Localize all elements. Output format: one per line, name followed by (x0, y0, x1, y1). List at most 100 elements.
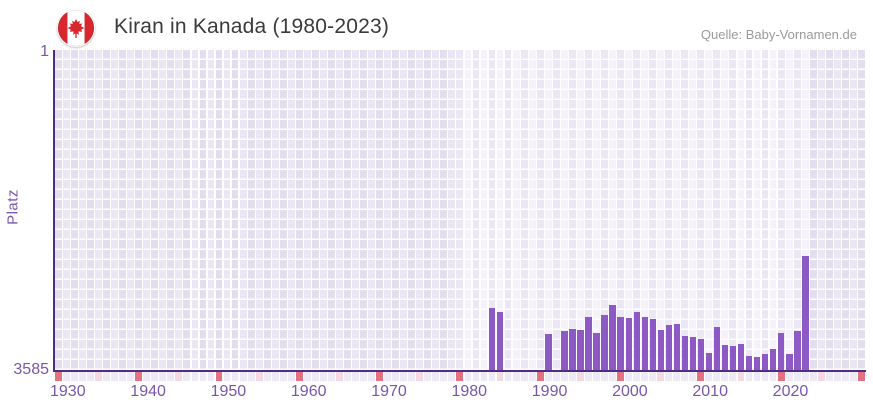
x-tick-label: 1930 (50, 383, 86, 400)
year-marker-cell (528, 372, 536, 381)
plot-background-column (825, 50, 833, 370)
year-marker-cell (705, 372, 713, 381)
plot-background-column (55, 50, 62, 370)
year-marker-cell (592, 372, 600, 381)
plot-background-column (528, 50, 536, 370)
year-marker-cell (344, 372, 351, 381)
plot-background-column (793, 50, 801, 370)
rank-bar-1997 (593, 333, 600, 370)
rank-bar-2001 (625, 317, 632, 370)
year-marker-cell (111, 372, 119, 381)
year-marker-cell (769, 372, 777, 381)
plot-background-column (352, 50, 359, 370)
decade-marker-cell (617, 372, 624, 381)
decade-marker-cell (536, 372, 544, 381)
decade-marker-cell (777, 372, 785, 381)
plot-background-column (95, 50, 102, 370)
rank-bar-1991 (545, 334, 552, 370)
year-marker-cell (689, 372, 697, 381)
plot-background-column (151, 50, 159, 370)
half-decade-marker-cell (95, 372, 102, 381)
x-tick-label: 1970 (371, 383, 407, 400)
rank-bar-1999 (609, 305, 616, 370)
year-marker-cell (231, 372, 239, 381)
year-marker-cell (400, 372, 408, 381)
year-marker-cell (303, 372, 311, 381)
x-tick-label: 1950 (210, 383, 247, 400)
plot-background-column (769, 50, 777, 370)
plot-background-column (344, 50, 351, 370)
plot-background-column (761, 50, 769, 370)
plot-background-column (464, 50, 472, 370)
y-tick-label-max: 3585 (13, 361, 49, 378)
year-marker-cell (191, 372, 199, 381)
decade-marker-cell (697, 372, 705, 381)
rank-bar-2022 (794, 331, 801, 370)
plot-background-column (191, 50, 199, 370)
year-marker-cell (504, 372, 512, 381)
year-marker-cell (384, 372, 392, 381)
x-tick-label: 2010 (692, 383, 728, 400)
plot-background-column (520, 50, 528, 370)
year-marker-cell (512, 372, 520, 381)
plot-background-column (536, 50, 544, 370)
plot-background-column (408, 50, 416, 370)
plot-background-column (665, 50, 673, 370)
plot-background-column (239, 50, 247, 370)
rank-bar-2014 (729, 345, 737, 370)
year-marker-cell (151, 372, 159, 381)
plot-background-column (87, 50, 94, 370)
year-marker-cell (448, 372, 456, 381)
plot-background-column (111, 50, 119, 370)
x-axis-marker-strip (55, 372, 866, 381)
plot-background-column (167, 50, 175, 370)
half-decade-marker-cell (657, 372, 665, 381)
plot-background-column (552, 50, 560, 370)
year-marker-cell (63, 372, 70, 381)
rank-bar-2010 (697, 339, 705, 370)
year-marker-cell (287, 372, 295, 381)
plot-background-column (809, 50, 817, 370)
rank-bar-2017 (753, 356, 761, 370)
half-decade-marker-cell (255, 372, 263, 381)
year-marker-cell (753, 372, 761, 381)
rank-bar-1985 (497, 312, 504, 370)
plot-background-column (753, 50, 761, 370)
year-marker-cell (729, 372, 737, 381)
year-marker-cell (552, 372, 560, 381)
year-marker-cell (809, 372, 817, 381)
decade-marker-cell (295, 372, 303, 381)
year-marker-cell (432, 372, 440, 381)
year-marker-cell (544, 372, 552, 381)
year-marker-cell (584, 372, 592, 381)
plot-background-column (328, 50, 335, 370)
plot-background-column (512, 50, 520, 370)
plot-background-column (472, 50, 480, 370)
year-marker-cell (464, 372, 472, 381)
plot-background-column (247, 50, 255, 370)
rank-bar-2013 (721, 345, 729, 370)
plot-background-column (857, 50, 865, 370)
plot-background-column (745, 50, 753, 370)
plot-background-column (424, 50, 432, 370)
year-marker-cell (279, 372, 287, 381)
rank-bar-2008 (681, 336, 689, 370)
year-marker-cell (849, 372, 857, 381)
plot-background-column (368, 50, 375, 370)
rank-bar-2012 (713, 327, 721, 370)
year-marker-cell (239, 372, 247, 381)
year-marker-cell (71, 372, 78, 381)
y-tick-label-min: 1 (40, 43, 49, 60)
year-marker-cell (247, 372, 255, 381)
plot-background-column (159, 50, 167, 370)
plot-background-column (360, 50, 367, 370)
maple-leaf-icon (67, 18, 85, 38)
rank-bar-2003 (641, 317, 648, 370)
year-marker-cell (480, 372, 488, 381)
x-tick-label: 1980 (451, 383, 488, 400)
year-marker-cell (263, 372, 271, 381)
rank-bar-2006 (665, 324, 673, 370)
year-marker-cell (352, 372, 359, 381)
rank-bar-1993 (561, 331, 568, 370)
